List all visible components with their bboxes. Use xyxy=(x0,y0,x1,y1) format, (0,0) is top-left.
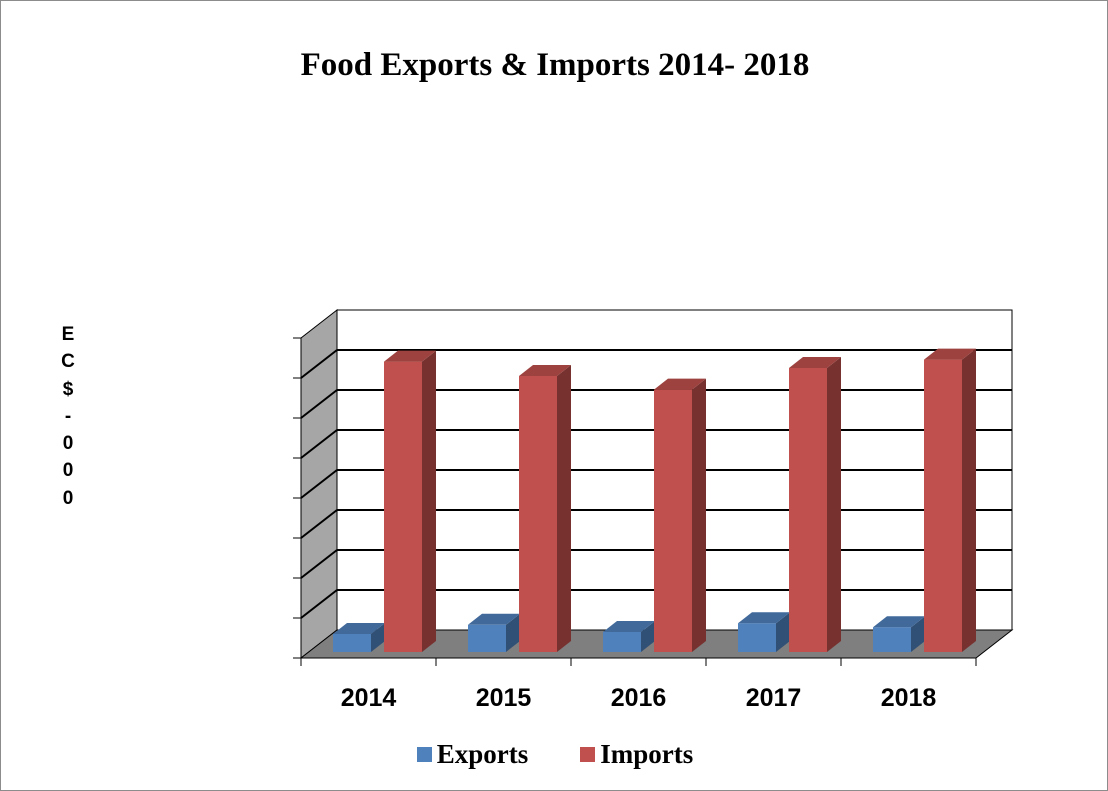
gridline-side xyxy=(300,469,338,499)
legend-swatch-imports xyxy=(580,747,596,762)
bar-imports xyxy=(384,361,422,652)
y-axis-label-char: 0 xyxy=(62,433,74,455)
chart-title: Food Exports & Imports 2014- 2018 xyxy=(300,47,810,83)
bar-imports xyxy=(924,359,962,652)
bar-top-imports xyxy=(519,365,571,376)
x-tick-label: 2014 xyxy=(341,684,397,712)
gridline-side xyxy=(300,349,338,379)
x-tick-label: 2016 xyxy=(611,684,667,712)
bar-imports xyxy=(654,389,692,652)
bar-side-imports xyxy=(962,348,976,652)
y-axis-label-char: - xyxy=(64,405,72,427)
bar-top-imports xyxy=(924,348,976,360)
gridline-side xyxy=(300,589,338,619)
x-tick-label: 2018 xyxy=(881,684,937,712)
bar-top-exports xyxy=(873,616,925,628)
legend-item-imports: Imports xyxy=(580,739,693,770)
bar-imports xyxy=(519,376,557,652)
y-axis-label: E C $ - 0 0 0 xyxy=(53,321,83,512)
bar-side-exports xyxy=(776,612,790,652)
gridline-side xyxy=(300,429,338,459)
legend-label-imports: Imports xyxy=(600,739,694,769)
bar-top-exports xyxy=(738,612,790,624)
bar-side-exports xyxy=(641,621,655,652)
y-axis-label-char: E xyxy=(61,324,75,345)
bar-exports xyxy=(738,623,776,652)
gridline-side xyxy=(300,509,338,539)
bar-side-exports xyxy=(506,613,520,652)
legend-item-exports: Exports xyxy=(416,739,529,770)
y-axis-label-char: $ xyxy=(62,378,74,400)
gridline-side xyxy=(300,549,338,579)
bar-side-imports xyxy=(422,350,436,652)
bar-exports xyxy=(468,624,506,652)
bar-exports xyxy=(603,632,641,652)
bar-top-imports xyxy=(654,378,706,390)
bar-exports xyxy=(873,627,911,652)
bar-top-imports xyxy=(384,350,436,362)
bar-exports xyxy=(333,634,371,652)
gridline-side xyxy=(300,389,338,419)
bar-imports xyxy=(789,368,827,652)
legend-label-exports: Exports xyxy=(436,739,529,769)
bar-side-imports xyxy=(827,357,841,652)
legend-swatch-exports xyxy=(416,747,432,762)
bar-side-exports xyxy=(911,616,925,652)
y-axis-label-char: 0 xyxy=(62,460,74,482)
x-tick-label: 2017 xyxy=(746,684,802,712)
x-tick-label: 2015 xyxy=(476,684,532,712)
bar-side-imports xyxy=(557,365,571,652)
bar-side-imports xyxy=(692,378,706,652)
bar-top-exports xyxy=(603,621,655,632)
y-axis-label-char: 0 xyxy=(62,487,74,509)
bar-top-exports xyxy=(333,623,385,634)
bar-side-exports xyxy=(371,623,385,652)
bar-top-exports xyxy=(468,613,520,625)
y-axis-label-char: C xyxy=(61,351,75,373)
bar-top-imports xyxy=(789,357,841,368)
legend: Exports Imports xyxy=(1,739,1107,770)
